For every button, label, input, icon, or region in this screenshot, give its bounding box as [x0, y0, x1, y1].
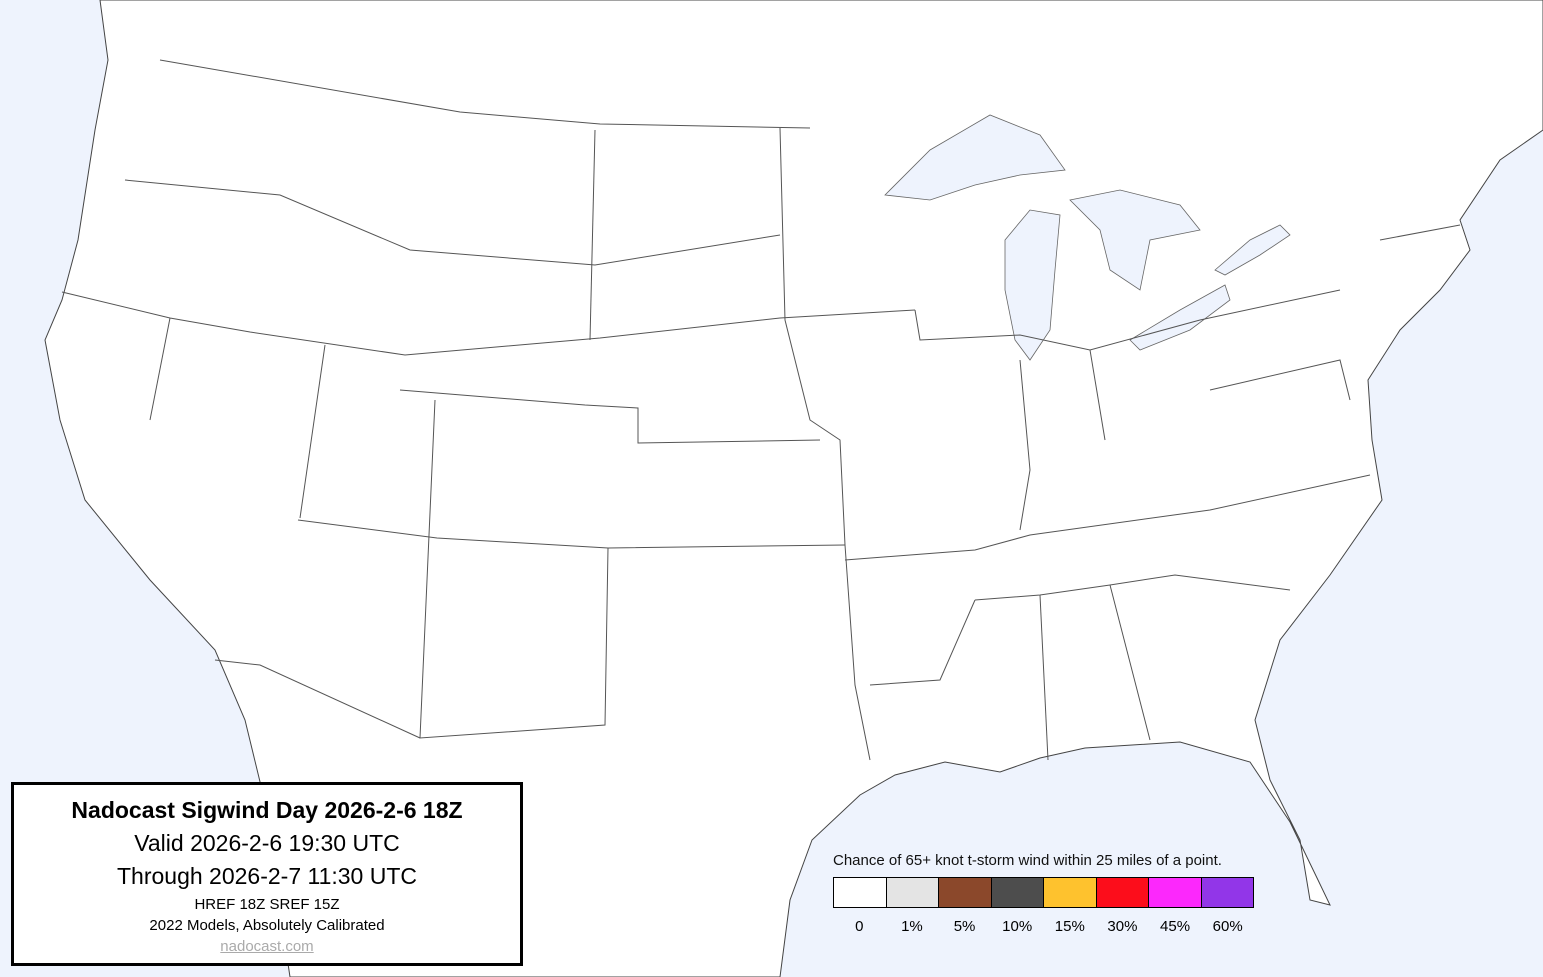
legend-swatch: [991, 878, 1044, 907]
state-borders: [61, 59, 1461, 761]
legend-swatch: [939, 878, 992, 907]
legend-label: 30%: [1107, 918, 1138, 935]
legend-title: Chance of 65+ knot t-storm wind within 2…: [833, 852, 1222, 869]
legend-label: 10%: [1002, 918, 1033, 935]
through-time: Through 2026-2-7 11:30 UTC: [116, 863, 418, 889]
forecast-title: Nadocast Sigwind Day 2026-2-6 18Z: [71, 797, 463, 823]
legend-swatch: [1096, 878, 1149, 907]
legend-swatch: [886, 878, 939, 907]
legend-swatch: [834, 878, 887, 907]
legend-swatch: [1201, 878, 1253, 907]
forecast-title-box: Nadocast Sigwind Day 2026-2-6 18Z Valid …: [11, 782, 523, 966]
valid-time: Valid 2026-2-6 19:30 UTC: [134, 830, 400, 856]
legend-color-bar: [833, 877, 1254, 908]
legend-label: 45%: [1160, 918, 1191, 935]
legend-labels: 0 1% 5% 10% 15% 30% 45% 60%: [833, 918, 1254, 935]
legend-label: 5%: [953, 918, 976, 935]
legend-label: 60%: [1212, 918, 1243, 935]
land: [44, 0, 1543, 977]
legend-swatch: [1149, 878, 1202, 907]
calibration-note: 2022 Models, Absolutely Calibrated: [149, 917, 385, 934]
legend-label: 15%: [1054, 918, 1085, 935]
probability-legend: Chance of 65+ knot t-storm wind within 2…: [833, 852, 1254, 935]
great-lakes: [884, 114, 1291, 361]
model-runs: HREF 18Z SREF 15Z: [194, 896, 340, 913]
legend-swatch: [1044, 878, 1097, 907]
nadocast-link[interactable]: nadocast.com: [220, 938, 314, 955]
legend-label: 1%: [901, 918, 923, 935]
legend-label: 0: [855, 918, 864, 935]
